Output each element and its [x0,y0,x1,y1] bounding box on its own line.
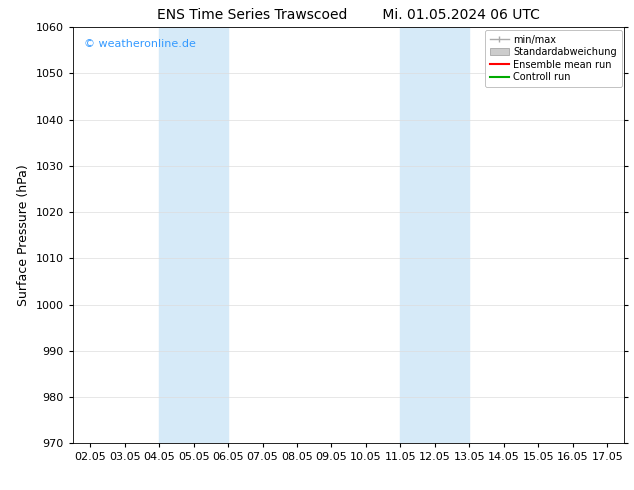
Title: ENS Time Series Trawscoed        Mi. 01.05.2024 06 UTC: ENS Time Series Trawscoed Mi. 01.05.2024… [157,8,540,22]
Bar [159,27,228,443]
Text: © weatheronline.de: © weatheronline.de [84,40,196,49]
Bar [401,27,469,443]
Legend: min/max, Standardabweichung, Ensemble mean run, Controll run: min/max, Standardabweichung, Ensemble me… [485,30,621,87]
Y-axis label: Surface Pressure (hPa): Surface Pressure (hPa) [17,164,30,306]
